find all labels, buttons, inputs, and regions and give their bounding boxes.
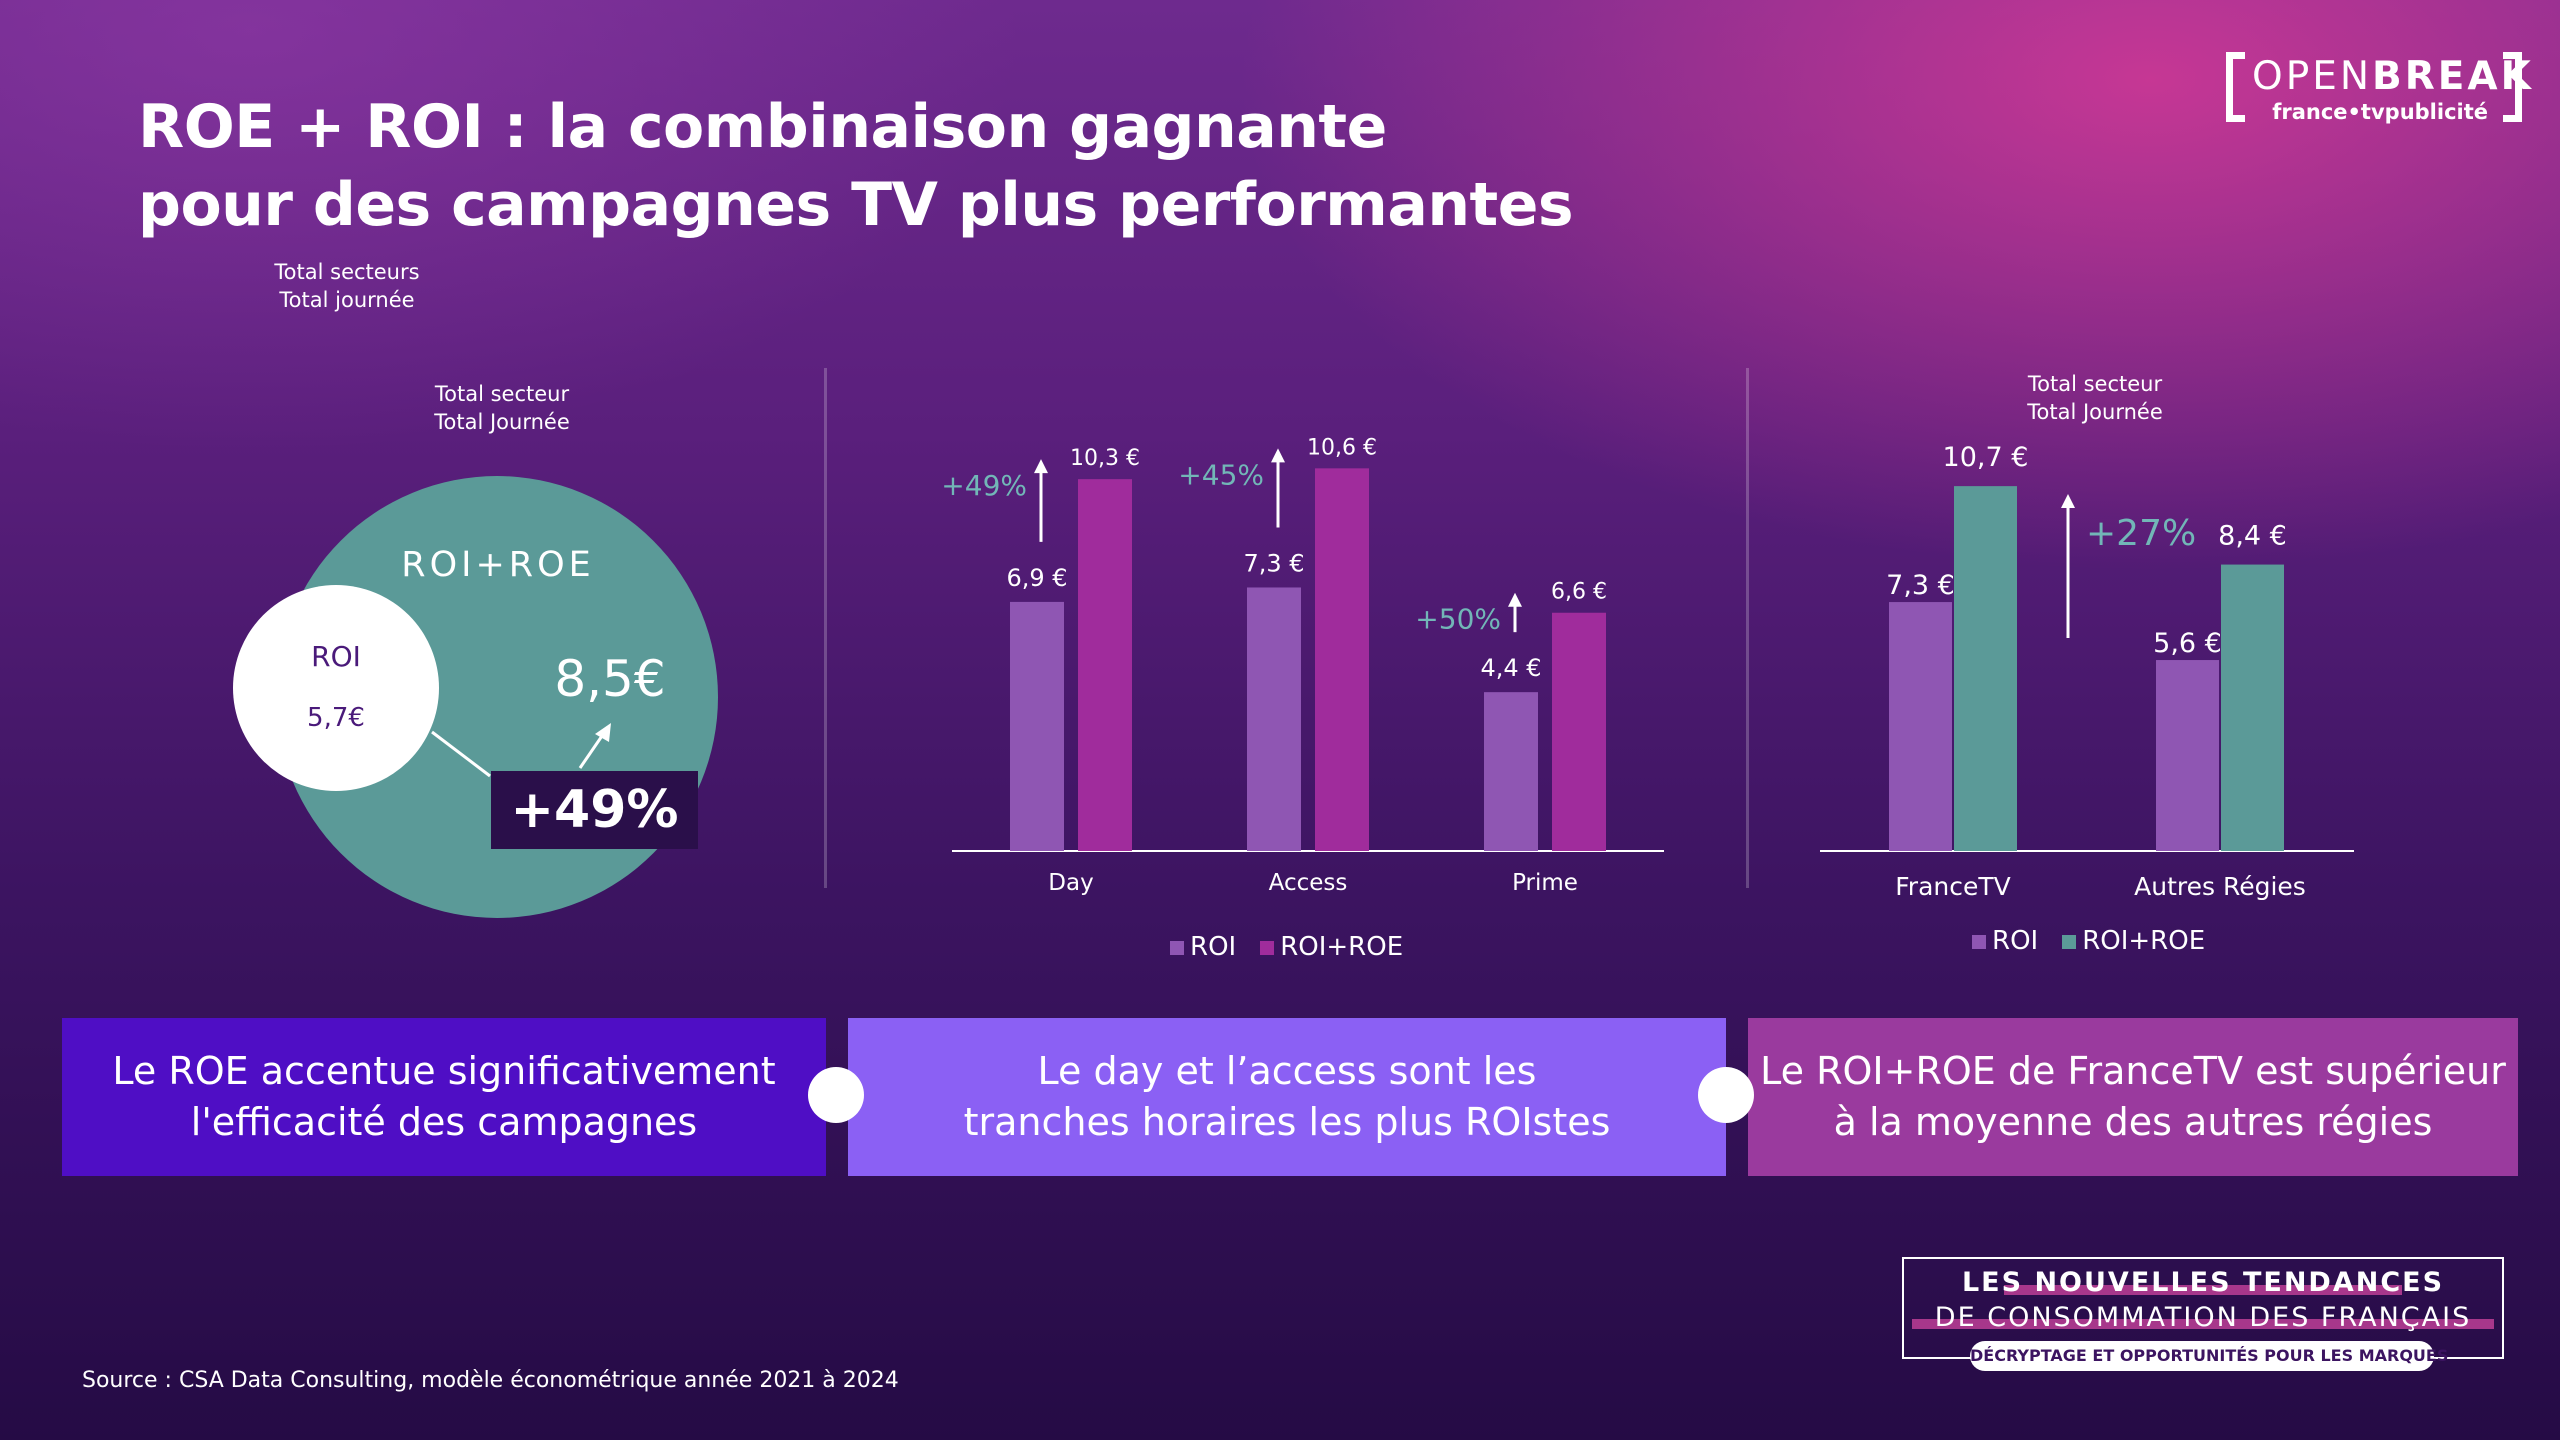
chart-timeslots-svg: 6,9 € 10,3 € Day +49% 7,3 € 10,6 € Access +45% 4…: [941, 435, 1607, 896]
bar-roi-access: [1247, 587, 1301, 851]
badge-highlight-2: [1912, 1319, 2494, 1329]
chart-regies-title-1: Total secteur: [2027, 372, 2163, 396]
bar-roi-roe-francetv: [1954, 486, 2017, 851]
chart-regies-legend: ROI ROI+ROE: [1972, 926, 2205, 956]
bar-roi-francetv: [1889, 602, 1952, 851]
divider-1: [824, 368, 827, 888]
growth-access: +45%: [1178, 458, 1264, 491]
logo-bracket-right: [2503, 52, 2522, 122]
growth-arrow-prime-head: [1508, 592, 1522, 607]
growth-prime: +50%: [1415, 603, 1501, 636]
insight-box-2-line-2: tranches horaires les plus ROIstes: [963, 1100, 1611, 1144]
label-roi-prime: 4,4 €: [1480, 654, 1541, 682]
label-roi-roe-francetv: 10,7 €: [1943, 442, 2029, 473]
legend-roi-roe: ROI+ROE: [1260, 932, 1403, 962]
label-roi-roe-prime: 6,6 €: [1551, 580, 1607, 605]
label-roi-roe-autres-régies: 8,4 €: [2218, 521, 2287, 552]
bar-roi-roe-prime: [1552, 612, 1606, 851]
insight-box-1: Le ROE accentue significativement l'effic…: [62, 1018, 826, 1176]
venn-arrow-line: [578, 732, 606, 769]
venn-top-label: Total secteur Total Journée: [402, 380, 602, 436]
badge-line-1: LES NOUVELLES TENDANCES: [1961, 1267, 2445, 1298]
growth-arrow-francetv-head: [2061, 494, 2075, 508]
tick-access: Access: [1269, 870, 1348, 896]
growth-day: +49%: [941, 469, 1027, 502]
insight-box-2-line-1: Le day et l’access sont les: [1037, 1049, 1537, 1093]
badge-highlight-1: [2004, 1285, 2402, 1295]
tick-prime: Prime: [1512, 870, 1578, 896]
chart-regies-svg: 7,3 € 10,7 € FranceTV 5,6 € 8,4 € Autres Régi…: [1886, 442, 2306, 901]
page-title: ROE + ROI : la combinaison gagnante pour…: [138, 88, 1574, 244]
title-line-2: pour des campagnes TV plus performantes: [138, 170, 1574, 240]
badge-line-3: DÉCRYPTAGE ET OPPORTUNITÉS POUR LES MARQ…: [1970, 1341, 2448, 1371]
venn-big-label: ROI+ROE: [401, 545, 595, 585]
tendances-badge: LES NOUVELLES TENDANCES DE CONSOMMATION …: [1902, 1257, 2504, 1371]
chart-regies-title-2: Total Journée: [2027, 400, 2163, 424]
openbreak-logo: OPENBREAK france•tvpublicité: [2226, 52, 2531, 124]
connector-dot-2: [1698, 1067, 1754, 1123]
label-roi-roe-day: 10,3 €: [1070, 446, 1140, 471]
connector-dot-1: [808, 1067, 864, 1123]
logo-word-light: OPEN: [2252, 54, 2373, 99]
divider-2: [1746, 368, 1749, 888]
legend-roi-swatch: [1170, 940, 1184, 955]
growth-arrow-day-head: [1034, 459, 1048, 474]
legend2-roi: ROI: [1972, 926, 2038, 956]
venn-left-label-1: Total secteurs: [274, 260, 420, 284]
logo-subtitle: france•tvpublicité: [2272, 100, 2488, 124]
growth-arrow-access-head: [1271, 448, 1285, 463]
bar-roi-prime: [1484, 692, 1538, 851]
label-roi-autres-régies: 5,6 €: [2153, 628, 2222, 659]
logo-word-bold: BREAK: [2372, 54, 2534, 99]
insight-box-3-line-1: Le ROI+ROE de FranceTV est supérieur: [1760, 1049, 2506, 1093]
legend-roi-roe-swatch: [1260, 940, 1275, 955]
bar-roi-roe-access: [1315, 468, 1369, 851]
venn-top-label-2: Total Journée: [434, 410, 570, 434]
legend-roi: ROI: [1170, 932, 1236, 962]
venn-small-value: 5,7€: [307, 703, 365, 733]
legend2-roi-roe-label: ROI+ROE: [2082, 926, 2206, 956]
insight-box-3-line-2: à la moyenne des autres régies: [1833, 1100, 2433, 1144]
bar-roi-day: [1010, 601, 1064, 851]
chart-regies: 7,3 € 10,7 € FranceTV 5,6 € 8,4 € Autres Régi…: [1886, 442, 2306, 901]
insight-box-1-line-2: l'efficacité des campagnes: [190, 1100, 698, 1144]
legend-roi-roe-label: ROI+ROE: [1280, 932, 1404, 962]
logo-word: OPENBREAK: [2252, 54, 2534, 99]
logo-bracket-left: [2226, 52, 2245, 122]
growth-francetv: +27%: [2086, 513, 2196, 554]
chart-timeslots: 6,9 € 10,3 € Day +49% 7,3 € 10,6 € Access +45% 4…: [941, 435, 1607, 896]
label-roi-roe-access: 10,6 €: [1307, 435, 1377, 460]
bar-roi-roe-autres-régies: [2221, 564, 2284, 851]
title-line-1: ROE + ROI : la combinaison gagnante: [138, 92, 1387, 162]
venn-big-value: 8,5€: [554, 650, 666, 708]
chart-regies-title: Total secteur Total Journée: [1995, 370, 2195, 426]
insight-box-1-line-1: Le ROE accentue significativement: [112, 1049, 776, 1093]
bar-roi-autres-régies: [2156, 660, 2219, 851]
badge-line-2: DE CONSOMMATION DES FRANÇAIS: [1934, 1302, 2472, 1333]
tick-day: Day: [1048, 870, 1093, 896]
venn-left-label-2: Total journée: [279, 288, 415, 312]
insight-box-3: Le ROI+ROE de FranceTV est supérieur à la…: [1748, 1018, 2518, 1176]
chart-timeslots-legend: ROI ROI+ROE: [1170, 932, 1403, 962]
legend2-roi-label: ROI: [1992, 926, 2039, 956]
insight-box-2: Le day et l’access sont les tranches hora…: [848, 1018, 1726, 1176]
label-roi-francetv: 7,3 €: [1886, 570, 1955, 601]
venn-top-label-1: Total secteur: [434, 382, 570, 406]
tick-autres-régies: Autres Régies: [2134, 872, 2306, 901]
tick-francetv: FranceTV: [1895, 872, 2011, 901]
venn-connector: [431, 730, 491, 778]
venn-arrow-head: [595, 723, 611, 742]
source-note: Source : CSA Data Consulting, modèle éco…: [82, 1368, 899, 1393]
bar-roi-roe-day: [1078, 479, 1132, 851]
venn-small-circle: [233, 585, 439, 791]
legend2-roi-roe: ROI+ROE: [2062, 926, 2205, 956]
label-roi-access: 7,3 €: [1243, 549, 1304, 577]
venn-percent-badge: +49%: [491, 771, 698, 849]
label-roi-day: 6,9 €: [1006, 564, 1067, 592]
venn-left-label: Total secteurs Total journée: [247, 258, 447, 314]
venn-small-label: ROI: [311, 640, 361, 673]
legend2-roi-swatch: [1972, 934, 1986, 949]
legend-roi-label: ROI: [1190, 932, 1237, 962]
legend2-roi-roe-swatch: [2062, 934, 2077, 949]
